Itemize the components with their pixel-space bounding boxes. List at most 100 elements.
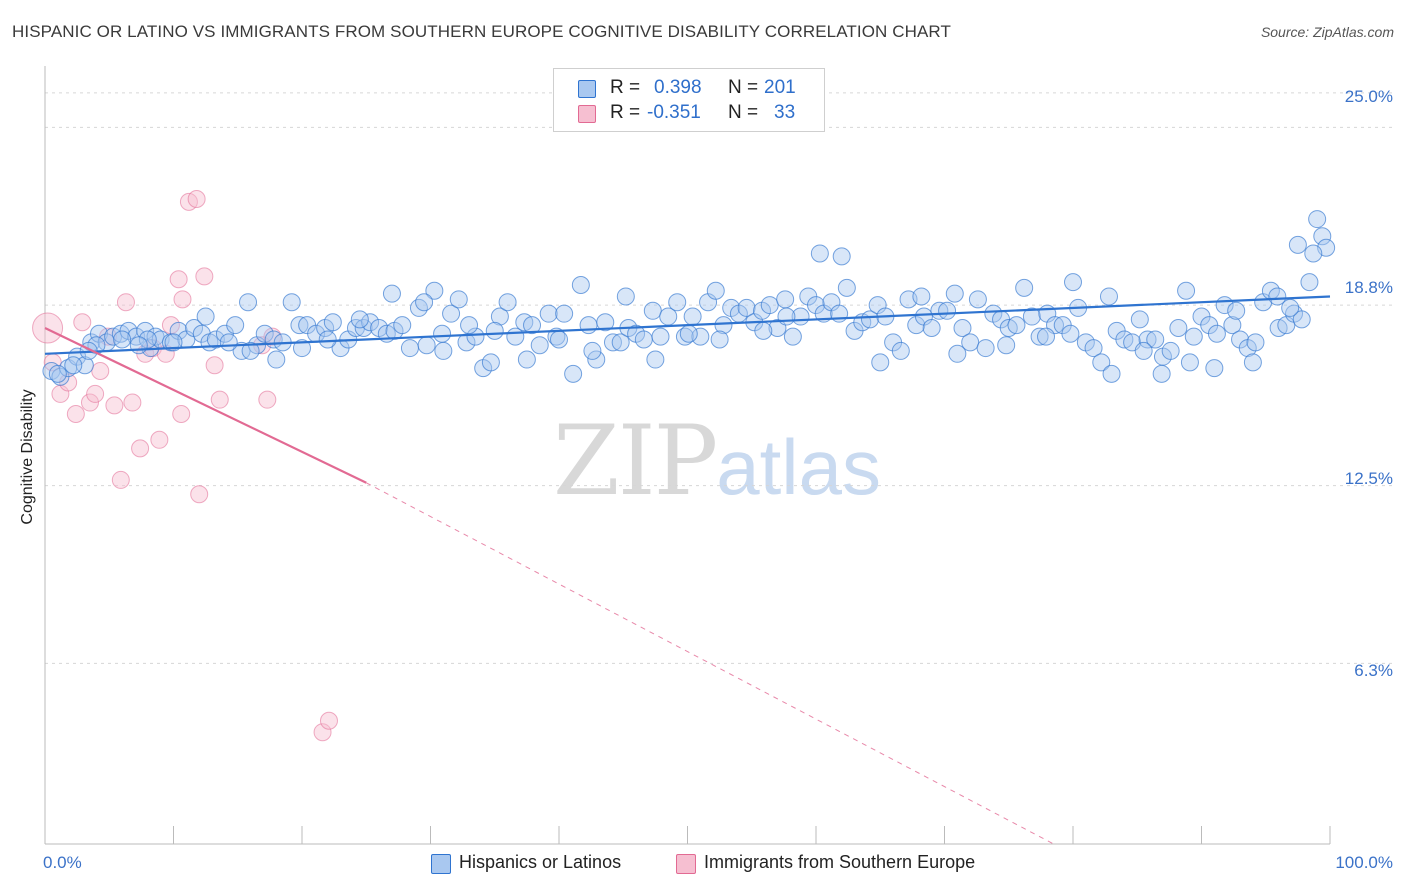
data-point-hispanics xyxy=(1281,298,1300,317)
data-point-immigrants xyxy=(116,293,135,312)
x-tick-label: 100.0% xyxy=(1335,853,1393,872)
data-point-hispanics xyxy=(255,324,274,343)
data-point-hispanics xyxy=(1292,310,1311,329)
data-point-hispanics xyxy=(737,298,756,317)
data-point-hispanics xyxy=(485,321,504,340)
y-axis-label: Cognitive Disability xyxy=(19,389,36,525)
data-point-immigrants xyxy=(169,270,188,289)
chart-title: HISPANIC OR LATINO VS IMMIGRANTS FROM SO… xyxy=(12,22,951,41)
data-point-immigrants xyxy=(190,485,209,504)
data-point-immigrants xyxy=(131,439,150,458)
data-point-hispanics xyxy=(1177,281,1196,300)
data-point-hispanics xyxy=(129,336,148,355)
data-point-hispanics xyxy=(1180,353,1199,372)
data-point-hispanics xyxy=(596,313,615,332)
r-label: R = xyxy=(610,102,641,123)
data-point-hispanics xyxy=(466,327,485,346)
data-point-immigrants xyxy=(205,356,224,375)
data-point-immigrants xyxy=(80,393,99,412)
data-point-hispanics xyxy=(668,293,687,312)
data-point-hispanics xyxy=(1227,301,1246,320)
data-point-immigrants xyxy=(172,405,191,423)
data-point-hispanics xyxy=(760,296,779,315)
data-point-immigrants xyxy=(187,190,206,208)
data-point-immigrants xyxy=(313,723,332,742)
data-point-hispanics xyxy=(691,327,710,346)
data-point-hispanics xyxy=(1243,353,1262,372)
data-point-hispanics xyxy=(837,278,856,297)
data-point-hispanics xyxy=(583,341,602,360)
data-point-hispanics xyxy=(239,293,258,312)
data-point-hispanics xyxy=(603,333,622,352)
pink-swatch xyxy=(578,105,596,123)
data-point-hispanics xyxy=(164,333,183,352)
data-point-hispanics xyxy=(1146,330,1165,349)
data-point-hispanics xyxy=(417,336,436,355)
data-point-hispanics xyxy=(1102,364,1121,383)
data-point-hispanics xyxy=(382,284,401,303)
data-point-hispanics xyxy=(571,276,590,294)
watermark-atlas: atlas xyxy=(716,423,881,511)
data-point-hispanics xyxy=(517,350,536,369)
data-point-hispanics xyxy=(1313,227,1332,246)
n-label: N = xyxy=(728,102,759,123)
data-point-hispanics xyxy=(523,316,542,335)
data-point-hispanics xyxy=(714,316,733,335)
legend-swatch-blue xyxy=(431,854,451,874)
r-value: 0.398 xyxy=(654,77,702,98)
data-point-hispanics xyxy=(433,324,452,343)
data-point-hispanics xyxy=(912,287,931,306)
data-point-hispanics xyxy=(1007,316,1026,335)
data-point-hispanics xyxy=(219,333,238,352)
data-point-hispanics xyxy=(547,327,566,346)
data-point-hispanics xyxy=(415,293,434,312)
data-point-hispanics xyxy=(810,244,829,263)
n-value: 201 xyxy=(764,77,796,98)
axes xyxy=(44,66,1331,845)
data-point-hispanics xyxy=(997,336,1016,355)
data-point-hispanics xyxy=(891,341,910,360)
data-point-hispanics xyxy=(651,327,670,346)
n-label: N = xyxy=(728,77,759,98)
watermark-zip: ZIP xyxy=(553,405,718,517)
data-point-hispanics xyxy=(871,353,890,372)
data-point-hispanics xyxy=(777,307,796,326)
data-point-hispanics xyxy=(318,330,337,349)
data-point-hispanics xyxy=(434,341,453,360)
y-tick-label: 18.8% xyxy=(1344,278,1393,297)
data-point-immigrants xyxy=(32,312,64,344)
data-point-hispanics xyxy=(938,301,957,320)
data-point-hispanics xyxy=(953,319,972,337)
data-point-hispanics xyxy=(449,290,468,309)
data-point-hispanics xyxy=(400,339,419,358)
y-tick-label: 12.5% xyxy=(1344,469,1393,488)
series-hispanics-latinos xyxy=(42,210,1336,386)
data-point-hispanics xyxy=(1064,273,1082,292)
watermark: ZIPatlas xyxy=(553,405,881,517)
data-point-hispanics xyxy=(1092,353,1111,372)
blue-swatch xyxy=(578,80,596,98)
data-point-hispanics xyxy=(498,293,517,312)
data-point-hispanics xyxy=(968,290,987,309)
data-point-hispanics xyxy=(710,330,729,349)
data-point-hispanics xyxy=(679,324,698,343)
data-point-hispanics xyxy=(323,313,342,332)
data-point-immigrants xyxy=(210,390,229,409)
data-point-hispanics xyxy=(393,316,412,335)
data-point-hispanics xyxy=(293,339,311,358)
data-point-immigrants xyxy=(73,313,92,332)
y-tick-label: 25.0% xyxy=(1344,87,1393,106)
data-point-hispanics xyxy=(530,336,549,355)
data-point-hispanics xyxy=(706,281,725,300)
data-point-hispanics xyxy=(226,316,245,335)
data-point-hispanics xyxy=(643,301,662,320)
data-point-hispanics xyxy=(1205,359,1224,378)
data-point-hispanics xyxy=(490,307,509,326)
data-point-hispanics xyxy=(1184,327,1203,346)
data-point-hispanics xyxy=(611,333,630,352)
data-point-hispanics xyxy=(634,330,653,349)
data-point-hispanics xyxy=(754,321,773,340)
data-point-hispanics xyxy=(1099,287,1118,306)
data-point-hispanics xyxy=(460,316,479,335)
